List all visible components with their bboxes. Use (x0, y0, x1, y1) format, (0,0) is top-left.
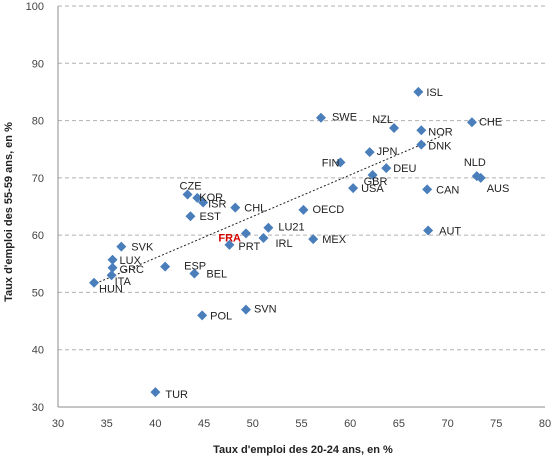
y-tick-label: 90 (32, 58, 44, 70)
point-label-pol: POL (210, 310, 232, 322)
point-label-bel: BEL (206, 269, 227, 281)
point-label-prt: PRT (238, 241, 260, 253)
data-point-dnk (416, 139, 427, 150)
point-label-isl: ISL (426, 87, 443, 99)
x-tick-label: 45 (198, 418, 210, 430)
data-point-svk (116, 241, 127, 252)
point-label-che: CHE (479, 116, 502, 128)
data-point-oecd (298, 204, 309, 215)
data-point-tur (150, 387, 161, 398)
data-point-grc (107, 262, 118, 273)
x-tick-label: 40 (149, 418, 161, 430)
data-point-fin (335, 157, 346, 168)
data-point-hun (89, 277, 100, 288)
data-point-kor (192, 192, 203, 203)
x-tick-label: 60 (344, 418, 356, 430)
point-label-nor: NOR (428, 126, 453, 138)
point-label-can: CAN (436, 184, 459, 196)
point-label-esp: ESP (184, 261, 206, 273)
point-label-lux: LUX (120, 255, 142, 267)
x-tick-label: 50 (247, 418, 259, 430)
trendline-group (91, 135, 443, 286)
point-label-svk: SVK (131, 242, 154, 254)
data-point-est (185, 211, 196, 222)
point-label-kor: KOR (199, 192, 223, 204)
y-tick-label: 70 (32, 173, 44, 185)
x-tick-label: 35 (101, 418, 113, 430)
point-label-nzl: NZL (372, 114, 393, 126)
point-label-est: EST (199, 211, 221, 223)
point-label-irl: IRL (276, 238, 293, 250)
data-point-can (422, 184, 433, 195)
point-label-chl: CHL (244, 203, 266, 215)
data-point-mex (308, 234, 319, 245)
axes: 30 40 50 60 70 80 90 100 30 35 40 45 50 55 60 65 70 75 80 (26, 1, 551, 430)
data-point-fra (240, 228, 251, 239)
data-point-lux (107, 254, 118, 265)
point-label-fra: FRA (218, 232, 241, 244)
data-point-isr (198, 197, 209, 208)
point-label-dnk: DNK (428, 141, 452, 153)
point-label-isr: ISR (208, 198, 226, 210)
data-point-esp (160, 261, 171, 272)
grid-lines (58, 5, 545, 351)
data-point-jpn (364, 147, 375, 158)
point-label-aut: AUT (439, 226, 461, 238)
data-point-gbr (367, 169, 378, 180)
point-label-swe: SWE (332, 112, 357, 124)
point-label-jpn: JPN (377, 146, 398, 158)
point-label-fin: FIN (322, 157, 340, 169)
y-tick-label: 100 (26, 1, 44, 13)
data-point-irl (258, 233, 269, 244)
data-point-lu21 (263, 222, 274, 233)
x-tick-label: 30 (52, 418, 64, 430)
data-point-nzl (389, 123, 400, 134)
x-tick-label: 70 (441, 418, 453, 430)
point-label-mex: MEX (322, 234, 347, 246)
data-point-cze (182, 189, 193, 200)
y-tick-label: 80 (32, 116, 44, 128)
y-tick-label: 50 (32, 287, 44, 299)
point-label-tur: TUR (165, 389, 188, 401)
data-point-usa (348, 183, 359, 194)
point-label-usa: USA (361, 183, 384, 195)
y-tick-label: 30 (32, 402, 44, 414)
point-labels: ISL SWE CHE NZL NOR DNK JPN FIN DEU GBR NLD AUS USA C… (99, 87, 509, 401)
y-tick-label: 60 (32, 230, 44, 242)
point-label-cze: CZE (180, 180, 202, 192)
x-tick-label: 80 (539, 418, 551, 430)
x-tick-label: 75 (490, 418, 502, 430)
data-point-nor (416, 125, 427, 136)
point-label-aus: AUS (487, 183, 510, 195)
data-point-ita (106, 270, 117, 281)
data-point-che (466, 117, 477, 128)
x-tick-label: 55 (295, 418, 307, 430)
data-point-chl (230, 202, 241, 213)
point-label-svn: SVN (254, 304, 277, 316)
y-tick-label: 40 (32, 345, 44, 357)
data-point-aus (475, 172, 486, 183)
x-axis-title: Taux d'emploi des 20-24 ans, en % (213, 444, 393, 456)
data-point-pol (197, 310, 208, 321)
data-point-prt (224, 239, 235, 250)
point-label-gbr: GBR (364, 176, 388, 188)
data-points (89, 86, 486, 398)
point-label-hun: HUN (99, 284, 123, 296)
data-point-swe (315, 112, 326, 123)
point-label-nld: NLD (464, 157, 486, 169)
point-label-deu: DEU (393, 163, 416, 175)
data-point-bel (189, 268, 200, 279)
data-point-deu (381, 163, 392, 174)
data-point-isl (413, 86, 424, 97)
point-label-ita: ITA (115, 276, 132, 288)
y-axis-title: Taux d'emploi des 55-59 ans, en % (3, 122, 15, 302)
point-label-grc: GRC (120, 264, 145, 276)
trendline (91, 135, 443, 286)
point-label-oecd: OECD (312, 204, 344, 216)
data-point-aut (423, 225, 434, 236)
point-label-lu21: LU21 (278, 222, 304, 234)
x-tick-label: 65 (393, 418, 405, 430)
data-point-svn (240, 304, 251, 315)
